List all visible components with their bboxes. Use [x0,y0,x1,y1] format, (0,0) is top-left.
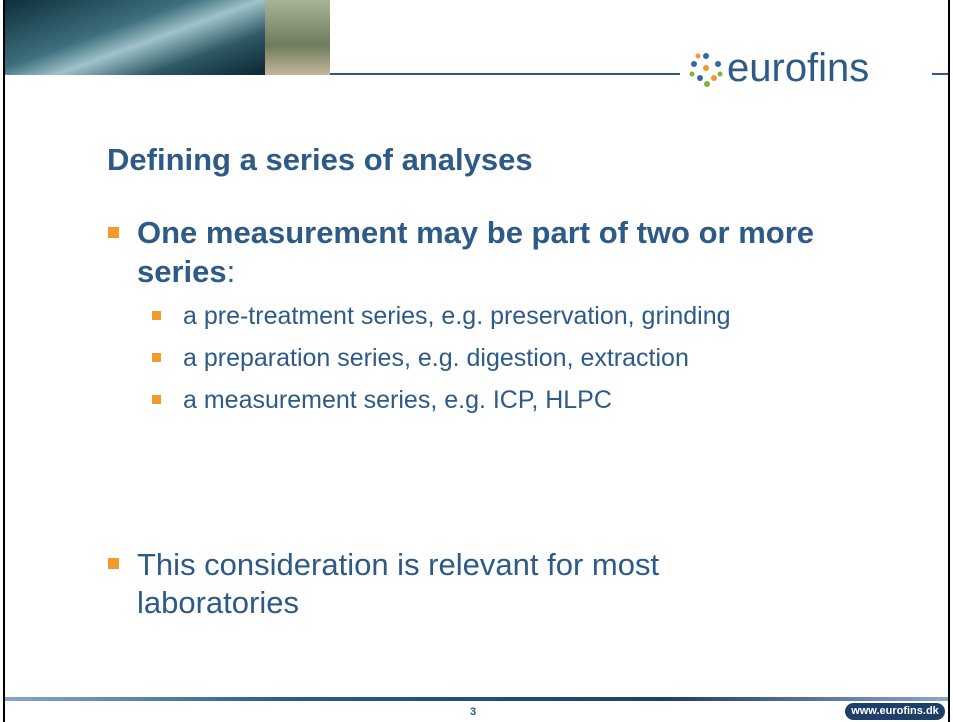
header-image-leaf [5,0,265,75]
frame-left [3,0,5,722]
bullet-text: This consideration is relevant for most [137,547,659,583]
header-line-right [932,73,948,75]
header-image-child [265,0,330,75]
bullet-marker [108,558,119,569]
bullet-text: series [137,254,227,289]
footer-url: www.eurofins.dk [845,703,945,720]
title: Defining a series of analyses [107,142,533,178]
page-number: 3 [470,706,476,718]
subbullet-text: a measurement series, e.g. ICP, HLPC [183,386,612,415]
bullet-text: laboratories [137,585,299,621]
logo-text: eurofins [727,46,869,91]
subbullet-text: a preparation series, e.g. digestion, ex… [183,344,689,373]
slide: eurofins Defining a series of analyses O… [0,0,953,722]
subbullet-text: a pre-treatment series, e.g. preservatio… [183,302,731,331]
subbullet-marker [152,353,161,362]
subbullet-marker [152,395,161,404]
bullet-marker [108,227,119,238]
header-line [330,73,680,75]
bullet-suffix: : [227,254,236,289]
subbullet-marker [152,311,161,320]
footer-line [5,697,948,701]
logo-icon [686,50,726,90]
bullet-text: One measurement may be part of two or mo… [137,215,814,251]
frame-right [948,0,950,722]
bullet-text: series: [137,254,235,290]
